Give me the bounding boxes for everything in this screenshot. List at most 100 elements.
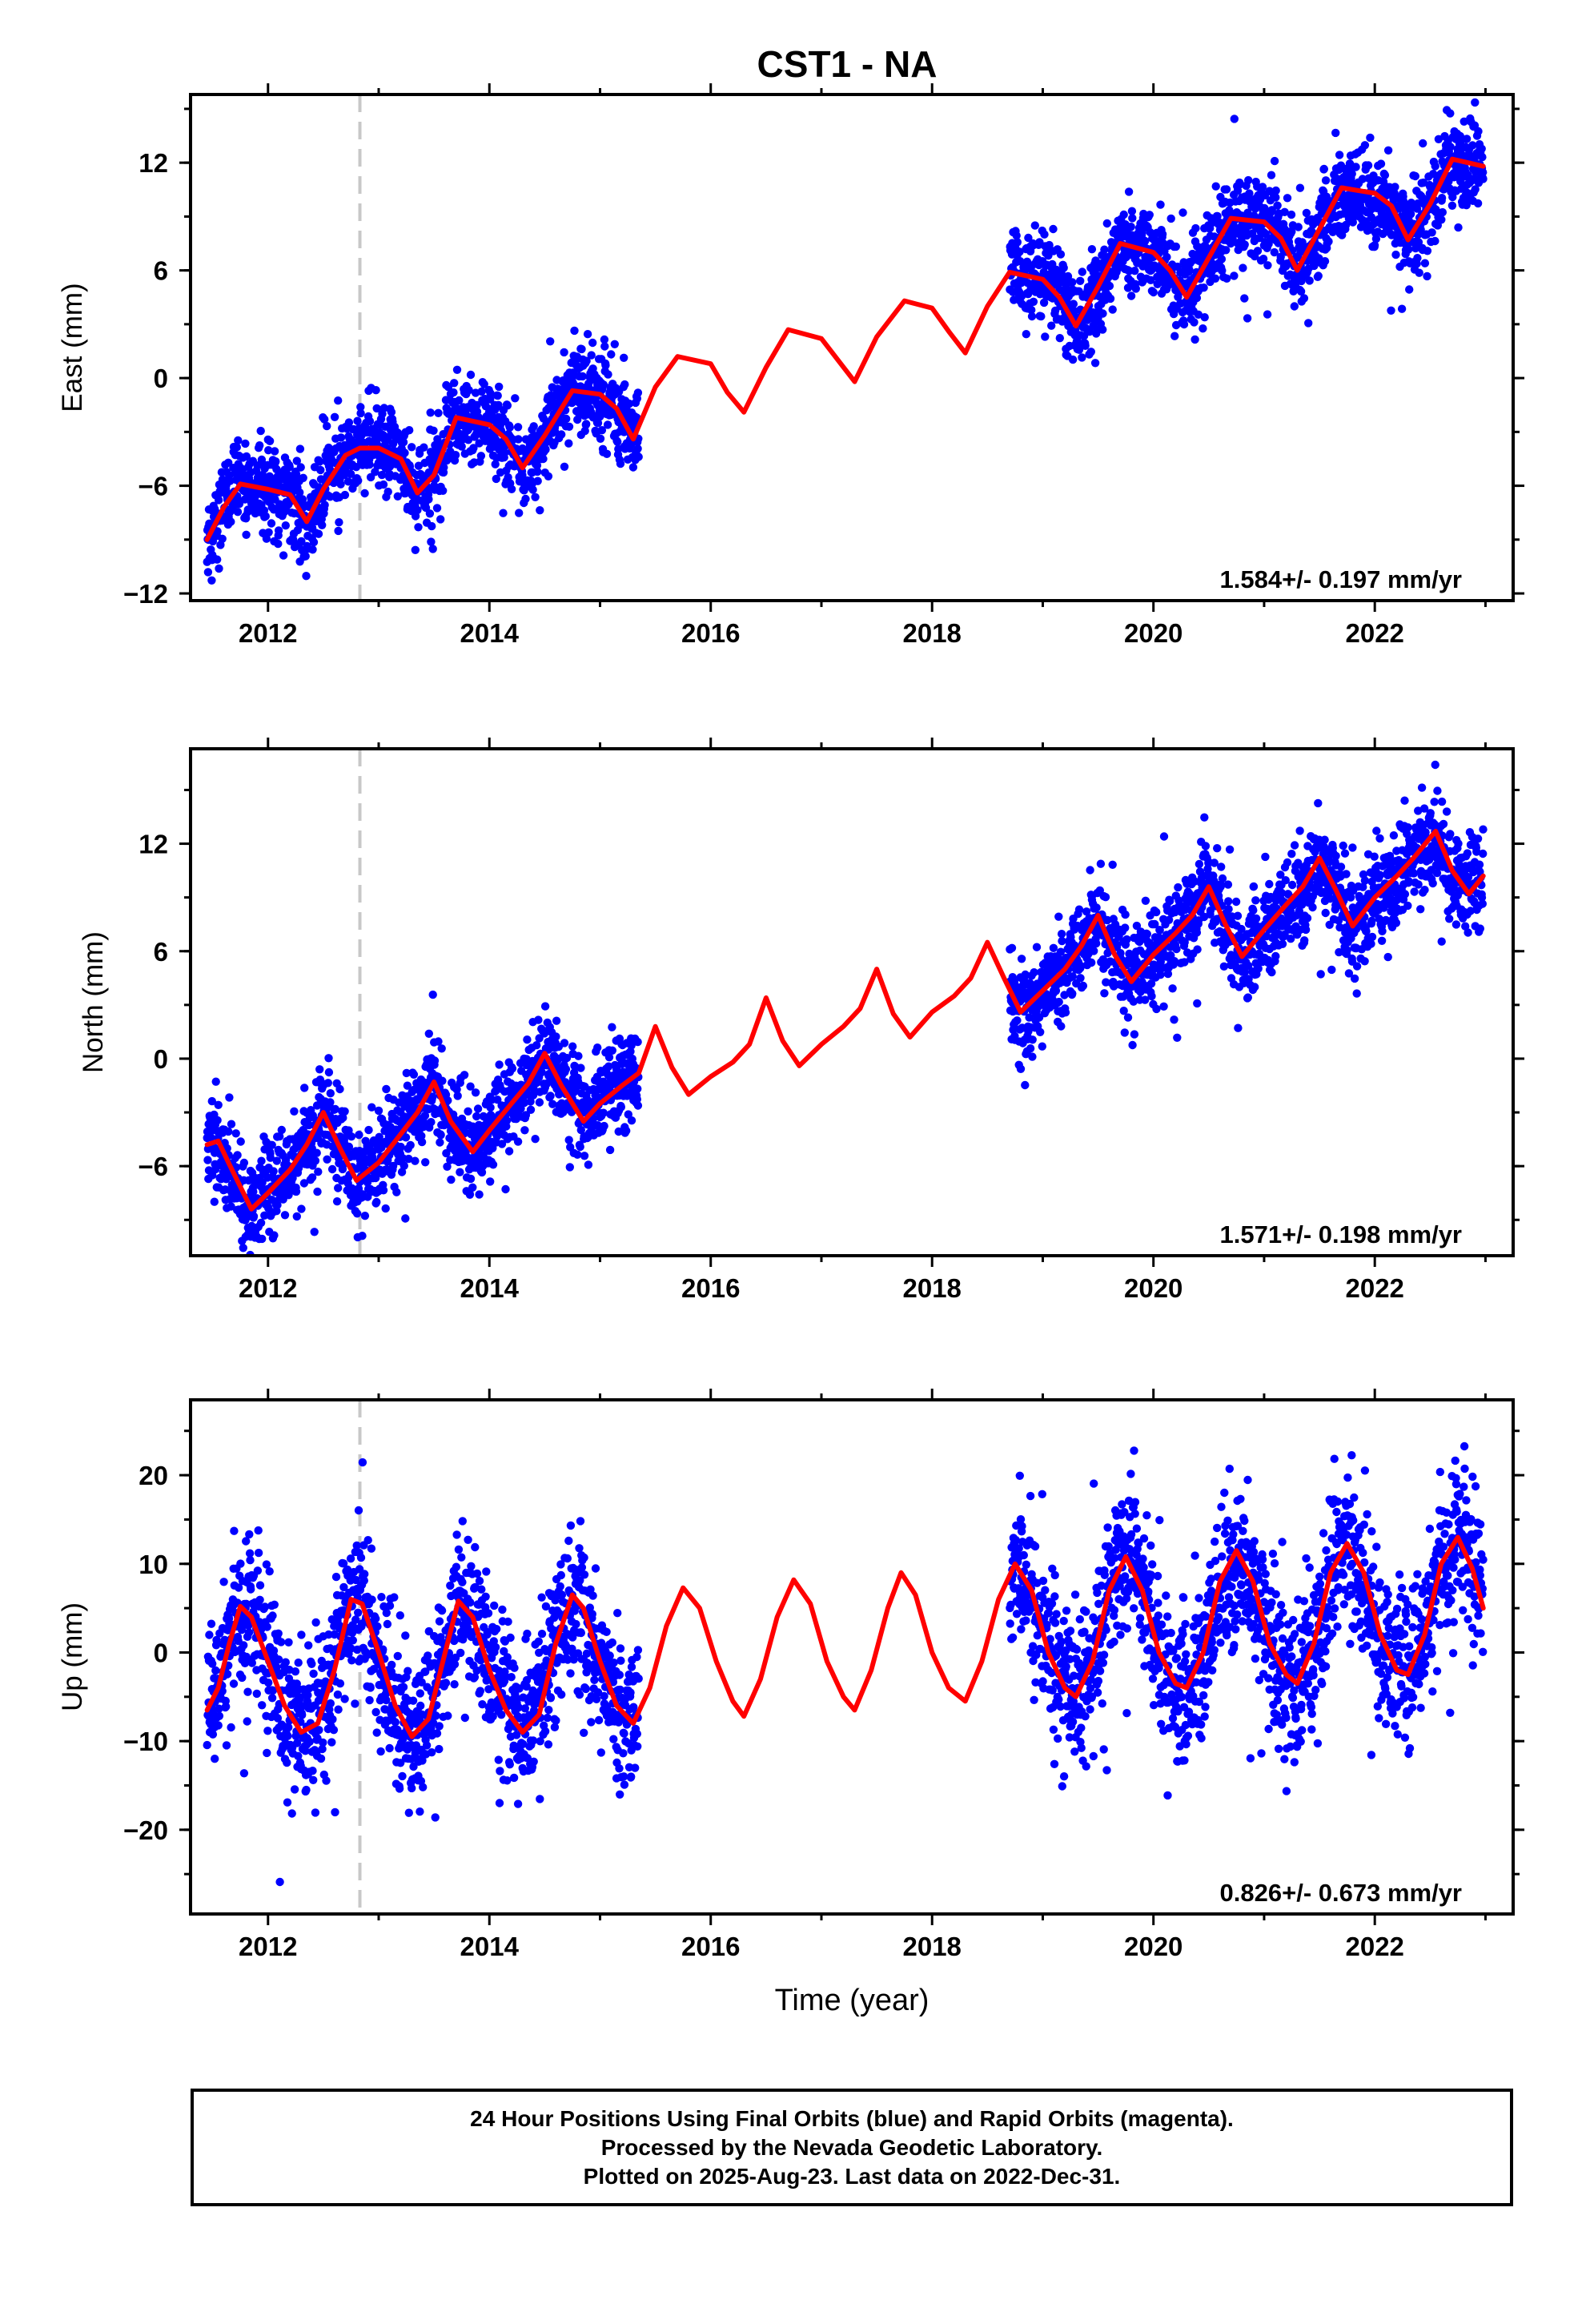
- data-point: [580, 1152, 589, 1160]
- data-point: [239, 1158, 249, 1168]
- data-point: [300, 1084, 309, 1092]
- data-point: [1193, 999, 1202, 1008]
- data-point: [280, 1211, 290, 1220]
- data-point: [436, 515, 445, 524]
- data-point: [633, 1037, 642, 1047]
- data-point: [411, 1156, 420, 1165]
- data-point: [1166, 896, 1174, 906]
- data-point: [574, 1051, 583, 1060]
- data-point: [1287, 227, 1296, 236]
- data-point: [224, 1127, 233, 1136]
- data-point: [326, 1089, 335, 1098]
- data-point: [1147, 991, 1156, 1001]
- data-point: [314, 1168, 323, 1176]
- data-point: [1195, 859, 1204, 869]
- data-point: [540, 1002, 550, 1011]
- data-point: [355, 1130, 363, 1140]
- data-point: [281, 521, 290, 530]
- data-point: [1179, 320, 1189, 329]
- data-point: [420, 443, 428, 452]
- data-point: [371, 386, 380, 395]
- data-point: [405, 426, 414, 435]
- data-point: [452, 365, 462, 374]
- data-point: [372, 404, 381, 413]
- data-point: [424, 1029, 433, 1039]
- data-point: [1438, 207, 1447, 217]
- data-point: [1423, 247, 1432, 255]
- data-point: [302, 572, 311, 581]
- data-point: [436, 1138, 444, 1147]
- data-point: [624, 399, 634, 408]
- data-point: [1243, 993, 1253, 1002]
- data-point: [1195, 867, 1205, 876]
- data-point: [587, 351, 596, 360]
- data-point: [392, 1188, 401, 1196]
- data-point: [1170, 332, 1179, 340]
- data-point: [486, 1177, 495, 1186]
- data-point: [1059, 263, 1068, 272]
- data-point: [388, 1161, 398, 1171]
- data-point: [443, 1162, 452, 1172]
- data-point: [1092, 903, 1101, 912]
- data-point: [1423, 271, 1431, 281]
- data-point: [354, 476, 363, 485]
- data-point: [1233, 186, 1243, 195]
- data-point: [1358, 175, 1367, 183]
- data-point: [323, 1155, 331, 1164]
- data-point: [576, 1125, 585, 1135]
- data-point: [1090, 947, 1098, 955]
- data-point: [1244, 961, 1253, 971]
- data-point: [249, 1212, 259, 1221]
- data-point: [1078, 267, 1087, 276]
- data-point: [1405, 285, 1414, 294]
- data-point: [1320, 257, 1330, 266]
- data-point: [1055, 334, 1065, 343]
- data-point: [607, 350, 616, 359]
- data-point: [1211, 274, 1220, 283]
- data-point: [1471, 98, 1480, 107]
- data-point: [1413, 199, 1423, 208]
- data-point: [1191, 335, 1199, 344]
- data-point: [299, 473, 307, 482]
- data-point: [1251, 914, 1261, 923]
- data-point: [1299, 294, 1309, 303]
- data-point: [501, 1184, 510, 1194]
- data-point: [1379, 229, 1387, 239]
- data-point: [1217, 881, 1226, 890]
- data-point: [323, 1079, 332, 1088]
- data-point: [364, 1125, 373, 1135]
- data-point: [1108, 860, 1117, 870]
- data-point: [477, 387, 486, 396]
- data-point: [427, 1118, 436, 1127]
- data-point: [1271, 186, 1280, 195]
- data-point: [1063, 271, 1073, 281]
- data-point: [1138, 229, 1146, 238]
- data-point: [1039, 267, 1048, 277]
- data-point: [1185, 265, 1194, 274]
- data-point: [1054, 997, 1063, 1007]
- data-point: [557, 430, 566, 439]
- data-point: [1029, 297, 1038, 306]
- data-point: [583, 330, 592, 339]
- data-point: [577, 344, 586, 354]
- data-point: [440, 463, 448, 472]
- data-point: [1217, 255, 1227, 263]
- data-point: [257, 1156, 266, 1165]
- data-point: [1370, 241, 1379, 250]
- data-point: [564, 422, 574, 431]
- data-point: [324, 1054, 333, 1063]
- data-point: [312, 1148, 321, 1157]
- data-point: [358, 1232, 367, 1240]
- data-point: [552, 1032, 560, 1041]
- data-point: [1017, 955, 1026, 963]
- data-point: [1270, 247, 1279, 257]
- data-point: [399, 438, 408, 447]
- data-point: [596, 434, 605, 443]
- data-point: [393, 492, 402, 501]
- data-point: [504, 1147, 514, 1156]
- data-point: [580, 426, 589, 436]
- data-point: [401, 1214, 410, 1223]
- data-points: [203, 98, 1488, 585]
